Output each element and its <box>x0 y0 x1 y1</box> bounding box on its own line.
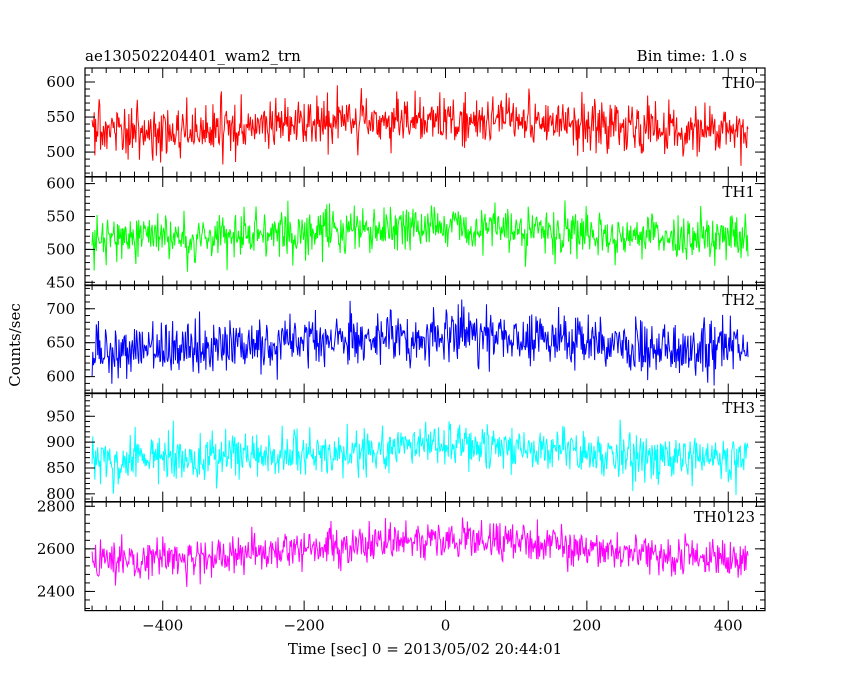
y-tick-label: 800 <box>46 485 75 503</box>
x-axis-label: Time [sec] 0 = 2013/05/02 20:44:01 <box>288 640 562 658</box>
panel-label-th0123: TH0123 <box>694 508 755 526</box>
y-tick-label: 2800 <box>37 497 75 515</box>
y-tick-label: 950 <box>46 407 75 425</box>
y-tick-label: 700 <box>46 300 75 318</box>
y-tick-label: 900 <box>46 433 75 451</box>
x-tick-label: 400 <box>714 617 743 635</box>
panel-th2: 600 650 700 TH2 <box>46 284 766 395</box>
bin-time-label: Bin time: 1.0 s <box>637 47 747 65</box>
y-tick-label: 550 <box>46 108 75 126</box>
y-axis-label: Counts/sec <box>6 303 24 387</box>
y-tick-label: 600 <box>46 175 75 193</box>
y-tick-label: 450 <box>46 273 75 291</box>
panels-group: 500 550 600 TH0 450 500 550 600 TH1 600 650 700 TH2 8… <box>37 67 766 612</box>
y-tick-label: 2400 <box>37 582 75 600</box>
x-tick-label: −200 <box>284 617 325 635</box>
y-tick-label: 600 <box>46 73 75 91</box>
x-tick-label: −400 <box>142 617 183 635</box>
panel-label-th2: TH2 <box>722 291 755 309</box>
y-tick-label: 2600 <box>37 540 75 558</box>
panel-label-th0: TH0 <box>722 74 755 92</box>
panel-th0: 500 550 600 TH0 <box>46 67 766 178</box>
series-line-th2 <box>91 299 749 386</box>
x-tick-label: 0 <box>441 617 451 635</box>
y-tick-label: 600 <box>46 368 75 386</box>
series-line-th0 <box>91 85 749 166</box>
x-axis: −400 −200 0 200 400 <box>142 617 742 635</box>
panel-frame <box>84 284 766 395</box>
y-tick-label: 550 <box>46 207 75 225</box>
panel-label-th1: TH1 <box>722 183 755 201</box>
y-tick-label: 500 <box>46 143 75 161</box>
series-line-th0123 <box>91 517 749 587</box>
panel-th3: 800 850 900 950 TH3 <box>46 392 766 503</box>
y-tick-label: 500 <box>46 240 75 258</box>
panel-frame <box>84 501 766 612</box>
panel-th0123: 2400 2600 2800 TH0123 <box>37 497 766 612</box>
chart-title: ae130502204401_wam2_trn <box>85 47 301 65</box>
panel-th1: 450 500 550 600 TH1 <box>46 175 766 291</box>
panel-frame <box>84 176 766 287</box>
series-line-th1 <box>91 200 749 272</box>
y-tick-label: 650 <box>46 334 75 352</box>
panel-label-th3: TH3 <box>722 399 755 417</box>
x-tick-label: 200 <box>573 617 602 635</box>
series-line-th3 <box>91 419 749 495</box>
y-tick-label: 850 <box>46 459 75 477</box>
